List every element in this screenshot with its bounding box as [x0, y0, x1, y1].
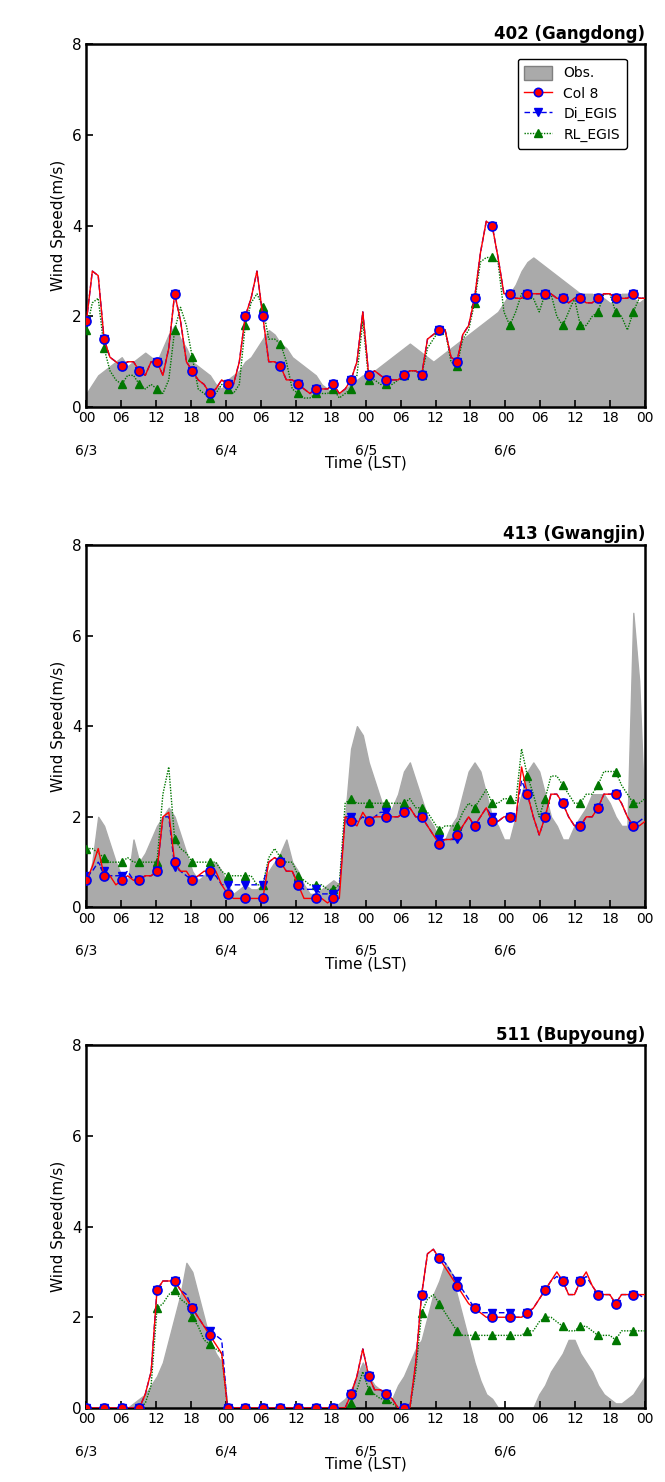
Text: 6/5: 6/5: [354, 944, 377, 957]
Text: 6/4: 6/4: [215, 944, 237, 957]
Text: 6/3: 6/3: [75, 443, 98, 458]
X-axis label: Time (LST): Time (LST): [325, 956, 406, 971]
Text: 6/4: 6/4: [215, 443, 237, 458]
Legend: Obs., Col 8, Di_EGIS, RL_EGIS: Obs., Col 8, Di_EGIS, RL_EGIS: [517, 59, 627, 148]
Y-axis label: Wind Speed(m/s): Wind Speed(m/s): [51, 160, 66, 292]
Text: 402 (Gangdong): 402 (Gangdong): [494, 25, 645, 43]
Text: 6/5: 6/5: [354, 443, 377, 458]
Text: 413 (Gwangjin): 413 (Gwangjin): [503, 525, 645, 544]
X-axis label: Time (LST): Time (LST): [325, 1457, 406, 1472]
Text: 6/4: 6/4: [215, 1443, 237, 1458]
Text: 511 (Bupyoung): 511 (Bupyoung): [496, 1026, 645, 1043]
Y-axis label: Wind Speed(m/s): Wind Speed(m/s): [51, 1160, 66, 1292]
Text: 6/6: 6/6: [494, 944, 517, 957]
Text: 6/3: 6/3: [75, 1443, 98, 1458]
Text: 6/5: 6/5: [354, 1443, 377, 1458]
Text: 6/6: 6/6: [494, 443, 517, 458]
Text: 6/6: 6/6: [494, 1443, 517, 1458]
X-axis label: Time (LST): Time (LST): [325, 456, 406, 471]
Y-axis label: Wind Speed(m/s): Wind Speed(m/s): [51, 661, 66, 791]
Text: 6/3: 6/3: [75, 944, 98, 957]
